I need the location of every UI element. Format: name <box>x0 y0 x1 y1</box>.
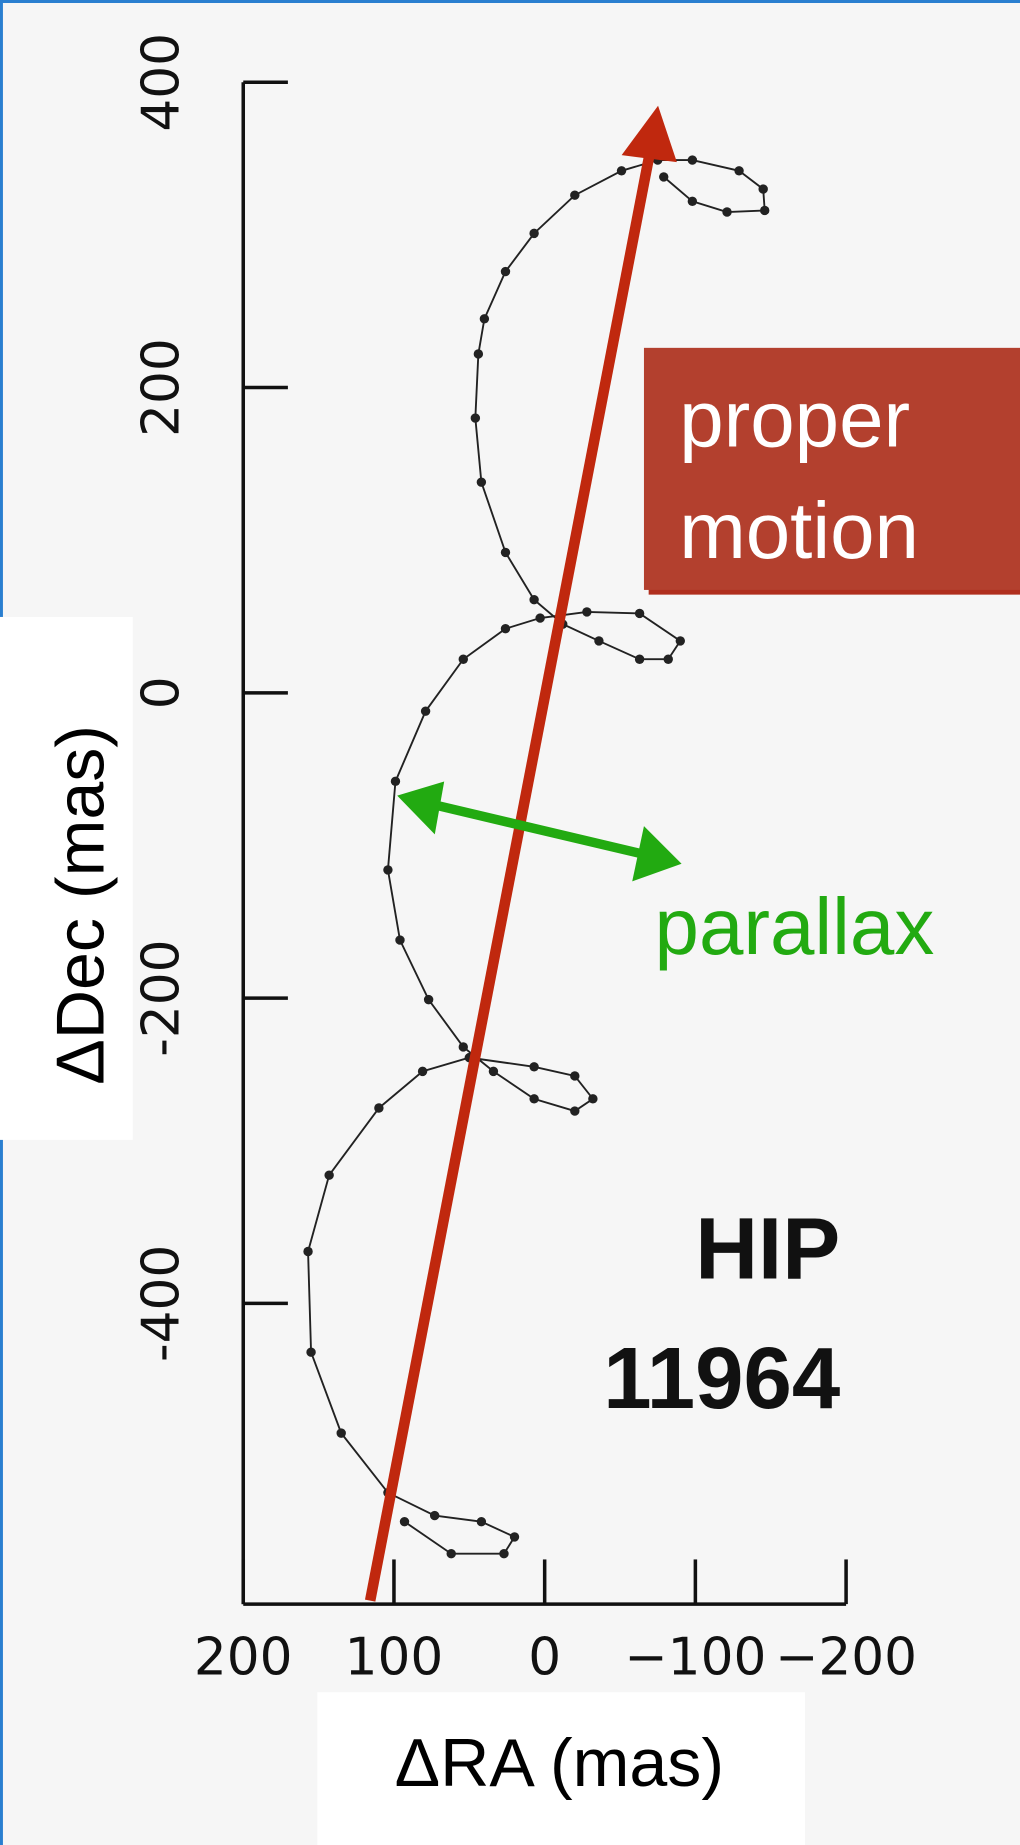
point <box>588 1094 598 1104</box>
point <box>529 1094 539 1104</box>
point <box>374 1103 384 1113</box>
trajectory <box>307 159 766 1555</box>
annotation: proper <box>679 375 910 464</box>
point <box>509 1532 520 1542</box>
x-tick-label: 200 <box>194 1628 293 1688</box>
proper-motion-box <box>643 347 1020 590</box>
annotation: motion <box>679 486 919 575</box>
point <box>582 607 592 617</box>
point <box>675 636 686 646</box>
point <box>616 166 627 176</box>
point <box>529 595 539 605</box>
y-axis-label: ΔDec (mas) <box>42 725 118 1085</box>
plot-area: 400 200 0 -200 -400 200 100 0 −100 −200 <box>132 33 917 1688</box>
annotation: HIP <box>695 1201 840 1298</box>
arrow-head <box>632 826 682 882</box>
point <box>303 1246 313 1257</box>
point <box>395 935 405 945</box>
point <box>479 314 490 324</box>
point <box>759 205 770 216</box>
y-tick-label: -200 <box>132 939 192 1056</box>
point <box>429 1510 440 1521</box>
point <box>383 865 393 875</box>
point <box>500 547 511 558</box>
point <box>476 1516 487 1527</box>
y-tick-label: 400 <box>132 33 192 132</box>
point <box>399 1516 410 1527</box>
point <box>634 654 645 664</box>
arrow-head <box>397 781 445 835</box>
arrow-head <box>621 105 677 163</box>
point <box>659 172 669 182</box>
point <box>336 1428 346 1438</box>
point <box>594 636 604 646</box>
x-axis-label: ΔRA (mas) <box>395 1725 724 1801</box>
point <box>420 706 431 716</box>
point <box>500 624 511 634</box>
y-tick-label: 200 <box>132 338 192 437</box>
point <box>570 1106 580 1116</box>
annotation: parallax <box>655 882 935 971</box>
point <box>687 196 698 207</box>
point <box>458 654 468 664</box>
point <box>324 1170 334 1180</box>
point <box>488 1066 499 1077</box>
point <box>458 1042 468 1052</box>
y-tick-label: -400 <box>132 1245 192 1362</box>
point <box>499 1549 509 1559</box>
label-box <box>317 1692 805 1845</box>
point <box>423 994 434 1005</box>
point <box>634 608 645 619</box>
label-box <box>0 616 133 1140</box>
point <box>687 155 698 165</box>
point <box>500 266 511 277</box>
proper-motion-arrow <box>364 151 656 1602</box>
x-tick-label: −100 <box>624 1628 766 1688</box>
y-tick-label: 0 <box>132 676 192 709</box>
point <box>529 1062 539 1072</box>
x-tick-label: 0 <box>528 1628 561 1688</box>
point <box>446 1549 456 1559</box>
point <box>663 654 673 664</box>
point <box>722 207 732 217</box>
point <box>306 1347 316 1357</box>
point <box>758 184 768 194</box>
x-tick-label: 100 <box>345 1628 444 1688</box>
parallax-arrow <box>433 800 646 859</box>
point <box>570 1071 580 1081</box>
point <box>570 190 580 200</box>
point <box>535 613 545 623</box>
point <box>529 228 539 239</box>
point <box>470 413 481 423</box>
point <box>476 477 487 487</box>
annotation: 11964 <box>603 1330 840 1427</box>
point <box>390 776 401 787</box>
point <box>473 349 484 359</box>
x-tick-label: −200 <box>775 1628 917 1688</box>
point <box>734 166 744 176</box>
point <box>417 1066 428 1077</box>
